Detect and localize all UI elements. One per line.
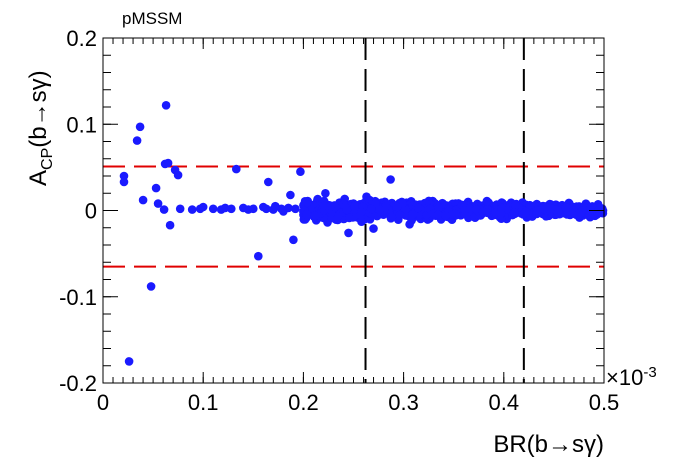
data-point (249, 204, 258, 214)
data-point-band (478, 207, 488, 217)
x-axis-title: BR(b→sγ) (493, 431, 604, 458)
data-point (138, 195, 148, 205)
data-point-band (533, 206, 542, 215)
data-point-band (302, 209, 312, 219)
data-point (153, 199, 163, 208)
x-tick-label: 0.5 (589, 390, 620, 415)
data-point (208, 204, 218, 214)
data-point-band (387, 212, 397, 222)
data-point-band (509, 208, 519, 217)
data-point (119, 177, 129, 187)
data-point-band (319, 201, 329, 211)
y-axis-title-rest: (b→sγ) (25, 70, 52, 147)
data-points (119, 101, 608, 366)
data-point-band (584, 210, 594, 219)
data-point (161, 101, 171, 110)
data-point-band (375, 205, 385, 214)
data-point-band (414, 203, 423, 213)
data-point (165, 220, 175, 230)
data-point-band (546, 204, 556, 213)
data-point (119, 171, 129, 181)
x-tick-label: 0 (97, 390, 109, 415)
data-point (253, 251, 263, 261)
x-multiplier-base: ×10 (606, 365, 643, 390)
data-point (187, 205, 197, 214)
data-point (232, 164, 241, 174)
y-axis-title-main: A (25, 170, 52, 186)
y-tick-label: -0.2 (59, 371, 97, 396)
data-point-band (497, 203, 506, 213)
data-point-band (345, 213, 354, 223)
data-point-band (561, 203, 571, 213)
data-point-band (408, 210, 418, 219)
data-point-band (482, 196, 492, 206)
data-point (227, 204, 236, 214)
data-point (286, 190, 295, 200)
data-point-band (511, 201, 520, 210)
data-point-band (395, 210, 405, 220)
data-point (135, 122, 145, 132)
data-point-band (574, 209, 584, 219)
x-tick-label: 0.3 (388, 390, 419, 415)
x-multiplier: ×10-3 (606, 364, 657, 390)
y-axis-title-subscript: CP (39, 148, 56, 170)
y-tick-label: -0.1 (59, 285, 97, 310)
data-point (163, 158, 173, 168)
data-point (151, 183, 161, 193)
data-point (321, 189, 330, 198)
data-point (124, 357, 134, 366)
data-point (289, 235, 298, 245)
data-point (386, 175, 395, 184)
data-point-band (326, 201, 336, 211)
y-axis-title: ACP(b→sγ) (25, 70, 56, 186)
data-point (264, 177, 273, 187)
data-point (296, 167, 305, 176)
x-tick-label: 0.2 (288, 390, 319, 415)
data-point-band (392, 202, 402, 211)
y-tick-label: 0 (85, 199, 97, 224)
data-point (159, 205, 169, 214)
annotation-label: pMSSM (122, 9, 182, 28)
axis-ticks (102, 37, 605, 384)
data-point-band (460, 205, 470, 215)
data-point-band (342, 205, 351, 215)
data-point-band (357, 207, 366, 217)
y-tick-label: 0.1 (66, 112, 97, 137)
data-point (369, 224, 378, 233)
data-point (262, 204, 271, 214)
x-multiplier-exponent: -3 (643, 364, 656, 381)
data-point-band (586, 202, 595, 212)
axis-tick-labels: 0 0.1 0.2 0.3 0.4 0.5 -0.2 -0.1 0 0.1 0.2 (59, 26, 619, 415)
data-point (198, 202, 208, 212)
data-point (173, 170, 183, 180)
data-point (284, 203, 293, 213)
data-point (291, 204, 300, 214)
x-tick-label: 0.4 (489, 390, 520, 415)
data-point-band (441, 211, 450, 220)
data-point-band (433, 210, 443, 219)
data-point (175, 204, 185, 214)
y-tick-label: 0.2 (66, 26, 97, 51)
data-point-band (521, 207, 531, 216)
data-point-band (450, 209, 460, 218)
data-point-band (472, 205, 481, 214)
data-point-band (310, 211, 320, 220)
data-point-band (367, 204, 376, 214)
data-point (344, 228, 353, 238)
data-point (132, 136, 142, 145)
data-point-band (357, 217, 366, 226)
data-point (146, 282, 156, 291)
x-tick-label: 0.1 (188, 390, 219, 415)
